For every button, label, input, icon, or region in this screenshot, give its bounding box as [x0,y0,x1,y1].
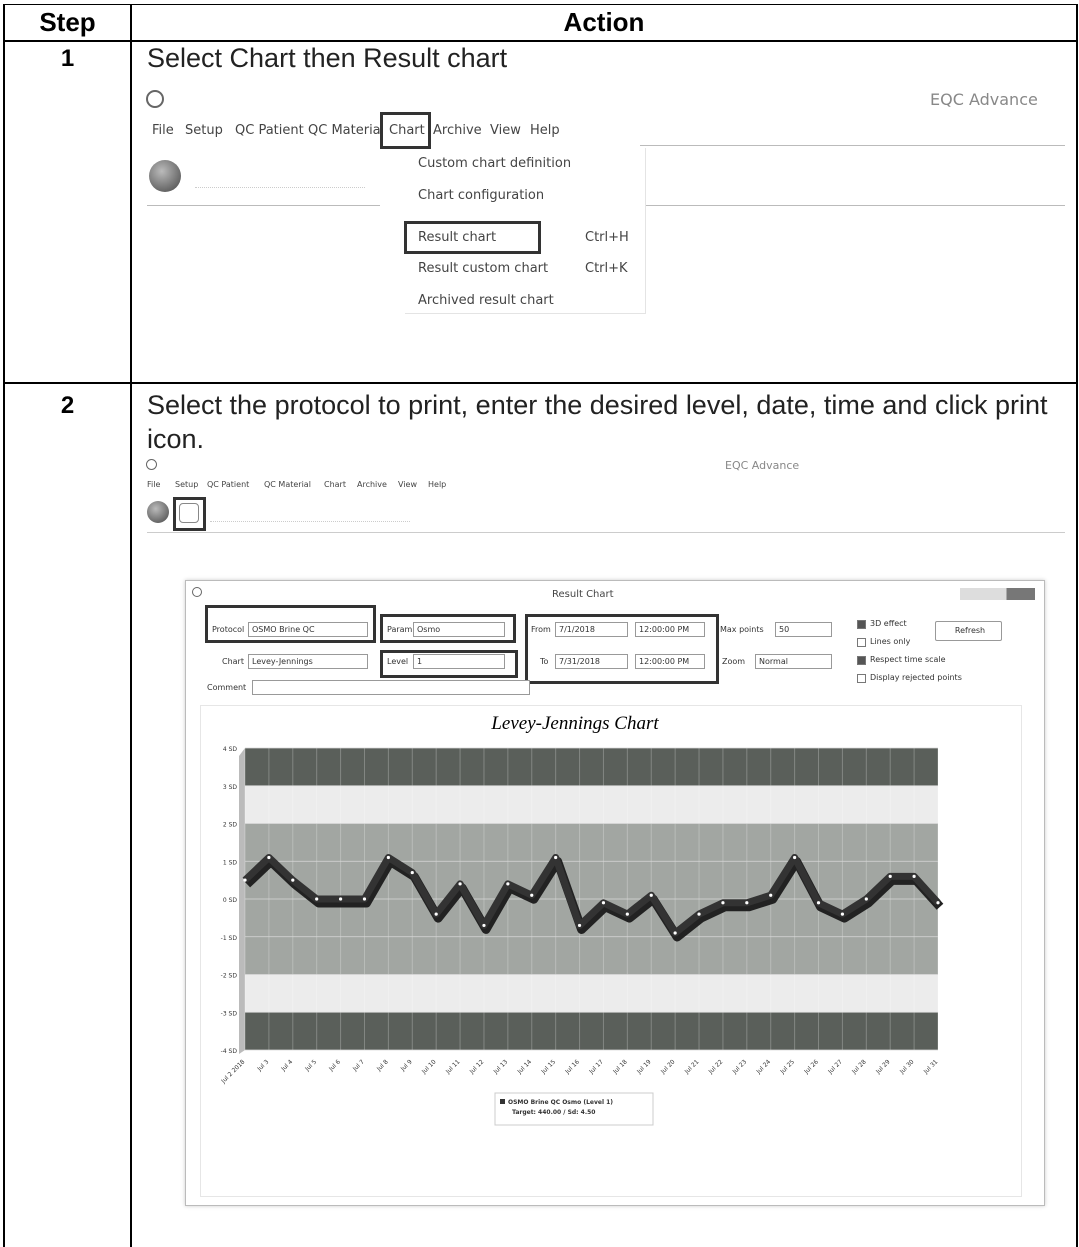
data-point [339,897,342,900]
x-tick-label: Jul 28 [850,1058,868,1076]
data-point [554,856,557,859]
document-page: Step Action 1 Select Chart then Result c… [0,0,1079,1247]
data-point [745,901,748,904]
x-tick-label: Jul 9 [399,1058,414,1073]
sd-band [245,786,938,824]
checkbox-label: Lines only [870,637,910,646]
x-tick-label: Jul 7 [351,1058,366,1073]
x-tick-label: Jul 29 [874,1058,892,1076]
x-tick-label: Jul 18 [611,1058,629,1076]
x-tick-label: Jul 2 2018 [219,1058,246,1085]
x-tick-label: Jul 8 [375,1058,390,1073]
data-point [769,894,772,897]
x-tick-label: Jul 21 [683,1058,701,1076]
data-point [841,913,844,916]
checkbox-label: 3D effect [870,619,907,628]
x-tick-label: Jul 31 [922,1058,940,1076]
data-point [602,901,605,904]
x-tick-label: Jul 20 [659,1058,677,1076]
data-point [506,882,509,885]
x-tick-label: Jul 17 [587,1058,605,1076]
data-point [626,913,629,916]
x-tick-label: Jul 15 [540,1058,558,1076]
x-tick-label: Jul 12 [468,1058,486,1076]
x-tick-label: Jul 24 [755,1058,773,1076]
x-tick-label: Jul 10 [420,1058,438,1076]
data-point [243,879,246,882]
y-tick-label: 3 SD [223,784,238,791]
checkbox[interactable] [857,638,866,647]
chart-title: Levey-Jennings Chart [490,713,659,734]
checkbox-label: Display rejected points [870,673,962,682]
x-tick-label: Jul 19 [635,1058,653,1076]
x-tick-label: Jul 14 [516,1058,534,1076]
chart: Levey-Jennings Chart 4 SD 3 SD 2 SD 1 SD 0 SD… [0,0,1079,1247]
y-tick-label: 0 SD [223,897,238,904]
y-tick-label: -2 SD [221,973,238,980]
x-tick-label: Jul 30 [898,1058,916,1076]
data-point [530,894,533,897]
checkbox-label: Respect time scale [870,655,946,664]
data-point [650,894,653,897]
x-tick-label: Jul 5 [303,1058,318,1073]
data-point [482,924,485,927]
data-point [411,871,414,874]
data-point [315,897,318,900]
legend-label: OSMO Brine QC Osmo (Level 1) [508,1099,613,1106]
data-point [721,901,724,904]
x-tick-label: Jul 4 [279,1058,294,1073]
data-point [936,901,939,904]
data-point [578,924,581,927]
data-point [697,913,700,916]
y-tick-label: -4 SD [221,1048,238,1055]
x-tick-label: Jul 3 [255,1058,270,1073]
data-point [889,875,892,878]
sd-band [245,975,938,1013]
data-point [793,856,796,859]
x-tick-label: Jul 6 [327,1058,342,1073]
data-point [674,931,677,934]
data-point [363,897,366,900]
data-point [865,897,868,900]
data-point [435,913,438,916]
x-tick-label: Jul 22 [707,1058,725,1076]
x-tick-label: Jul 26 [802,1058,820,1076]
data-point [913,875,916,878]
y-tick-label: 2 SD [223,822,238,829]
x-tick-label: Jul 25 [779,1058,797,1076]
data-point [291,879,294,882]
y-tick-label: 1 SD [223,859,238,866]
checkbox[interactable] [857,674,866,683]
data-point [458,882,461,885]
sd-band [245,748,938,786]
data-point [817,901,820,904]
y-tick-label: -3 SD [221,1010,238,1017]
x-tick-label: Jul 13 [492,1058,510,1076]
x-tick-label: Jul 23 [731,1058,749,1076]
data-point [267,856,270,859]
x-tick-label: Jul 11 [444,1058,462,1076]
legend-swatch [500,1099,505,1104]
y-tick-label: -1 SD [221,935,238,942]
checkbox[interactable] [857,620,866,629]
sd-band [245,1012,938,1050]
depth-wall [239,748,245,1054]
y-tick-label: 4 SD [223,746,238,753]
x-tick-label: Jul 16 [563,1058,581,1076]
x-tick-label: Jul 27 [826,1058,844,1076]
data-point [387,856,390,859]
legend-note: Target: 440.00 / Sd: 4.50 [512,1109,595,1116]
checkbox[interactable] [857,656,866,665]
